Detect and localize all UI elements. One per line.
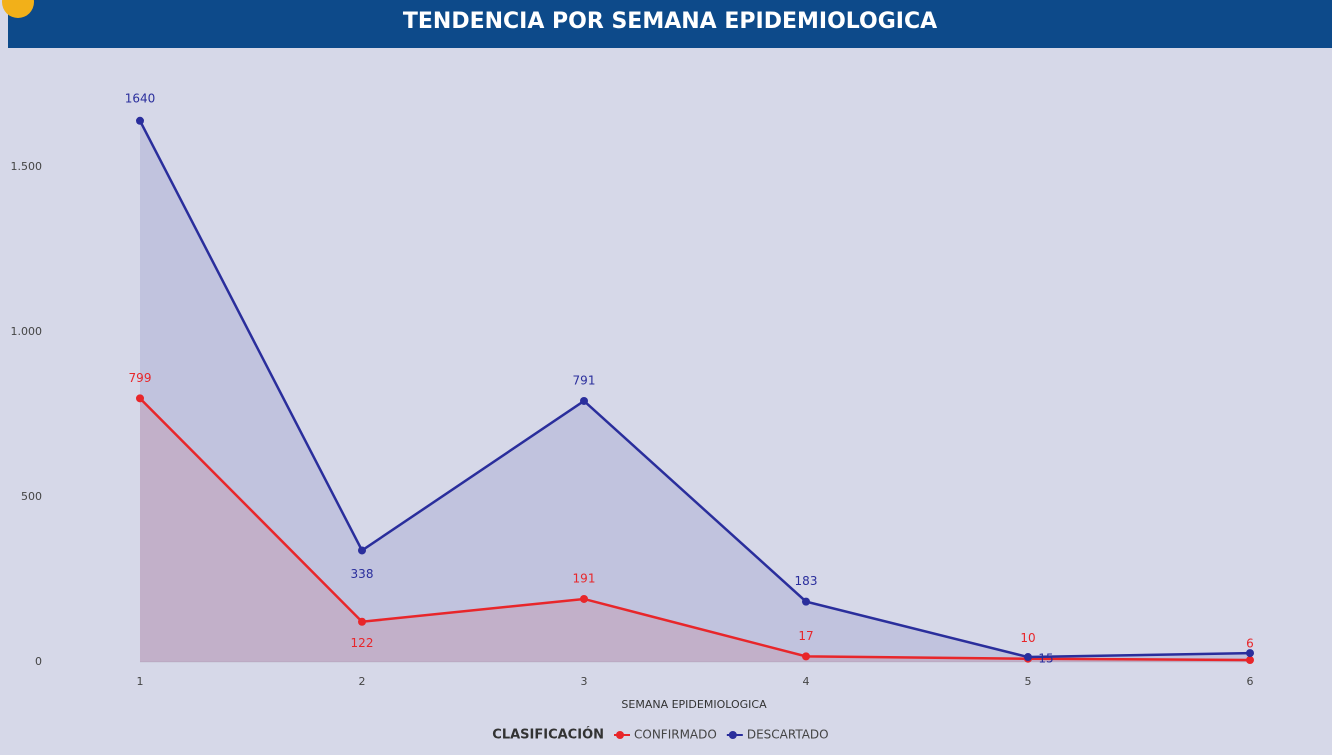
legend-label: DESCARTADO: [747, 728, 829, 742]
point: [136, 394, 144, 402]
x-tick-label: 4: [803, 675, 810, 688]
data-label: 15: [1038, 652, 1053, 666]
chart: TENDENCIA POR SEMANA EPIDEMIOLOGICA SEMA…: [0, 0, 1332, 755]
point: [136, 117, 144, 125]
legend-label: CONFIRMADO: [634, 728, 717, 742]
x-tick-label: 1: [137, 675, 144, 688]
data-label: 17: [798, 629, 813, 643]
data-label: 191: [573, 571, 596, 585]
y-tick-label: 1.500: [11, 160, 43, 173]
data-label: 6: [1246, 637, 1254, 651]
x-tick-label: 5: [1025, 675, 1032, 688]
legend-marker: [729, 731, 737, 739]
data-label: 338: [351, 567, 374, 581]
legend-title: CLASIFICACIÓN: [492, 727, 604, 743]
y-tick-label: 0: [35, 655, 42, 668]
point: [1024, 653, 1032, 661]
data-label: 1640: [125, 91, 156, 105]
data-label: 799: [129, 371, 152, 385]
point: [802, 652, 810, 660]
point: [1246, 649, 1254, 657]
point: [358, 618, 366, 626]
legend-marker: [616, 731, 624, 739]
page: {"chart_data": {"type": "line", "title":…: [0, 0, 1332, 755]
data-label: 791: [573, 373, 596, 387]
data-label: 122: [351, 636, 374, 650]
point: [580, 397, 588, 405]
chart-title: TENDENCIA POR SEMANA EPIDEMIOLOGICA: [403, 9, 937, 34]
point: [580, 595, 588, 603]
x-axis-title: SEMANA EPIDEMIOLOGICA: [621, 698, 767, 711]
x-tick-label: 3: [581, 675, 588, 688]
x-tick-label: 2: [359, 675, 366, 688]
point: [802, 598, 810, 606]
point: [358, 546, 366, 554]
x-tick-label: 6: [1247, 675, 1254, 688]
data-label: 183: [795, 574, 818, 588]
point: [1246, 656, 1254, 664]
y-tick-label: 1.000: [11, 325, 43, 338]
data-label: 10: [1020, 631, 1035, 645]
y-tick-label: 500: [21, 490, 42, 503]
